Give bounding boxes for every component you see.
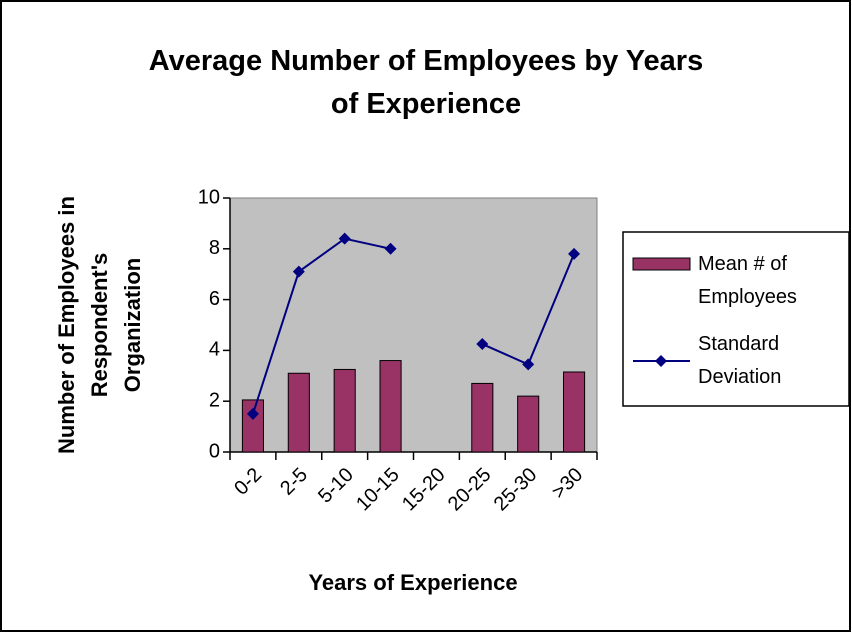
bar [241,399,264,453]
plot-area [229,197,598,453]
marker [246,407,259,420]
bar [333,368,356,453]
y-tick-label: 8 [209,237,220,259]
y-tick-label: 6 [209,288,220,310]
marker [384,242,397,255]
marker [338,232,351,245]
bar [287,372,310,453]
chart-title: Average Number of Employees by Years of … [148,45,704,120]
marker [476,338,489,351]
x-axis-label: Years of Experience [308,570,518,595]
marker [292,265,305,278]
legend-swatch [632,257,691,271]
legend-label: Mean # of Employees [698,253,797,308]
marker [568,247,581,260]
legend-swatch [655,355,667,367]
y-tick-label: 0 [209,440,220,462]
bar [379,360,402,453]
bar [471,382,494,453]
y-tick-label: 2 [209,389,220,411]
bar [563,371,586,453]
y-tick-label: 4 [209,339,220,361]
legend-label: Standard Deviation [698,333,782,388]
marker [522,358,535,371]
y-axis-label: Number of Employees in Respondent's Orga… [54,196,145,454]
bar [517,395,540,453]
y-tick-label: 10 [198,186,220,208]
